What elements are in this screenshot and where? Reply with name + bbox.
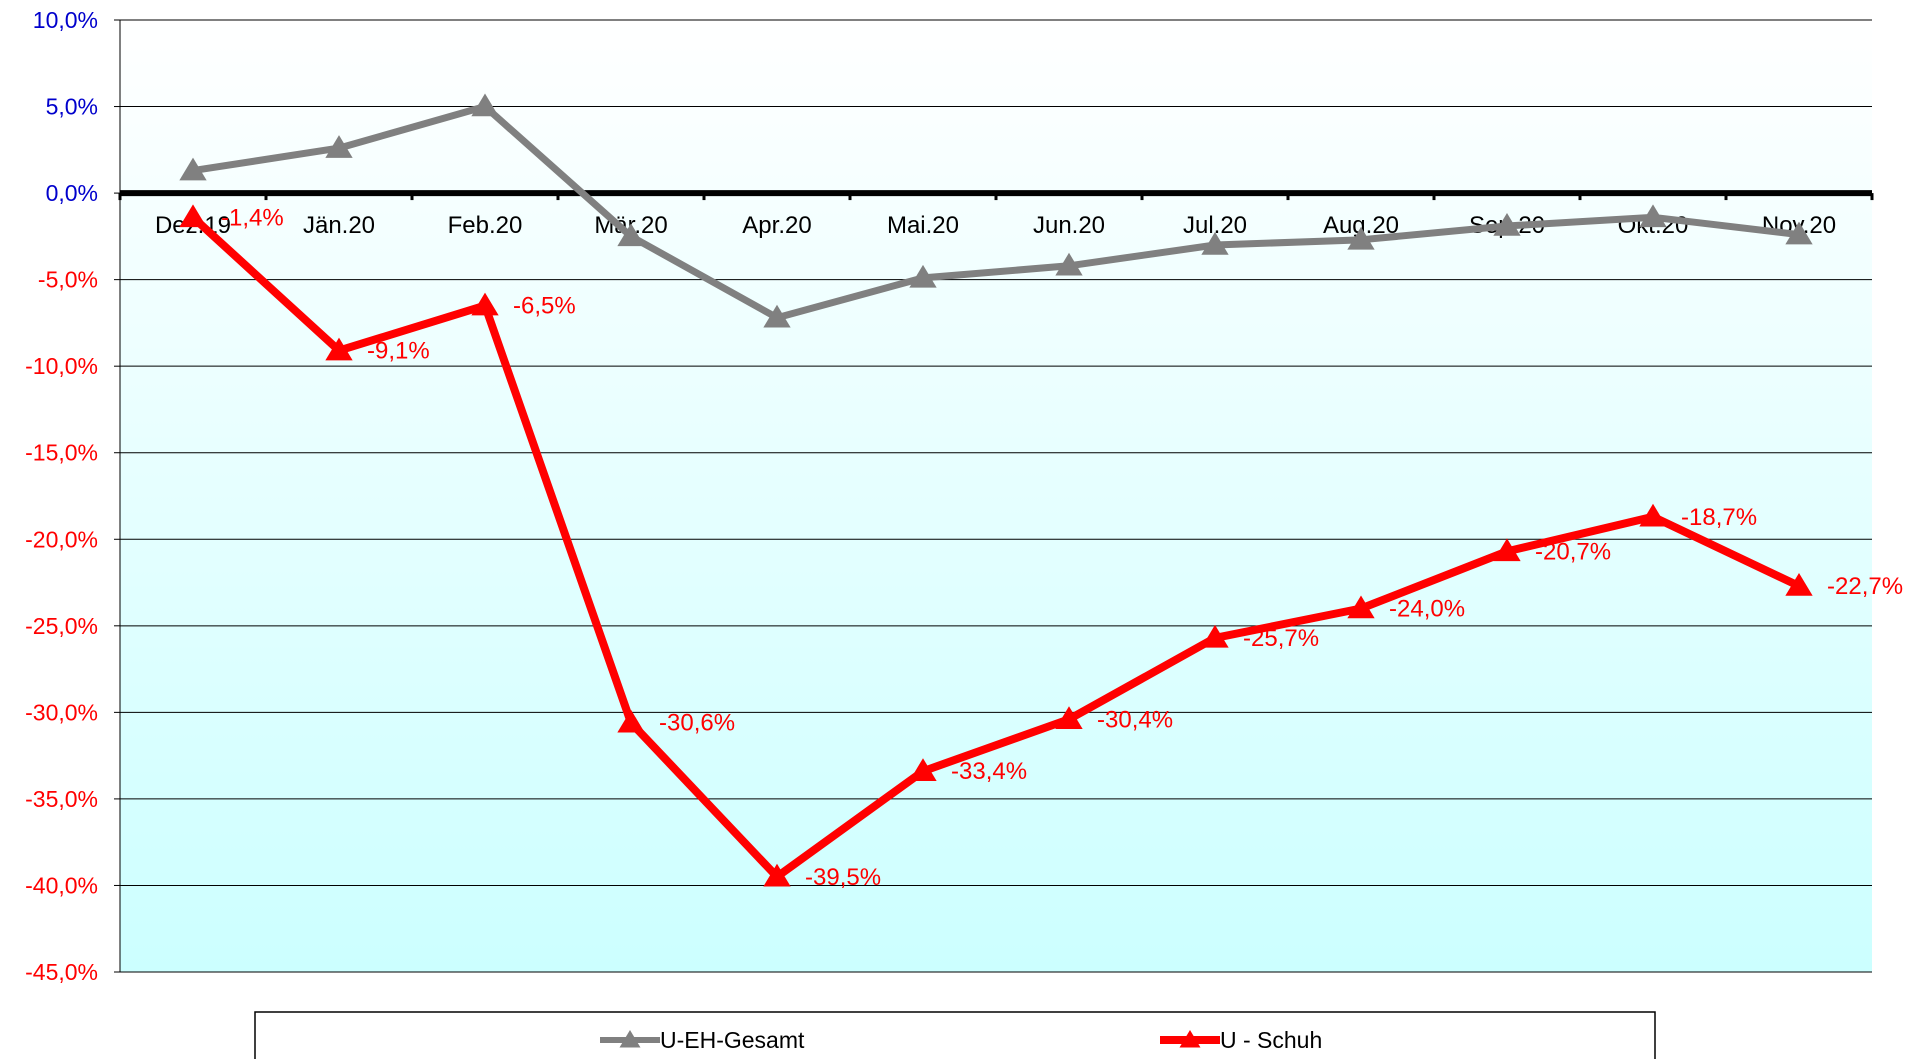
data-point-marker — [325, 337, 353, 361]
data-label: -20,7% — [1535, 538, 1611, 565]
x-axis — [118, 190, 1874, 201]
legend-label: U-EH-Gesamt — [660, 1027, 805, 1053]
x-tick-label: Feb.20 — [448, 212, 523, 239]
x-tick-label: Jun.20 — [1033, 212, 1105, 239]
legend-item-u-schuh: U - Schuh — [1160, 1027, 1322, 1053]
series-u-eh-gesamt — [179, 93, 1813, 328]
data-point-marker — [1639, 204, 1667, 228]
data-point-marker — [1201, 624, 1229, 648]
data-point-marker — [617, 709, 645, 733]
plot-area-background — [120, 20, 1872, 972]
legend-label: U - Schuh — [1220, 1027, 1322, 1053]
data-point-marker — [1055, 706, 1083, 730]
y-tick-label: -10,0% — [25, 353, 98, 379]
data-point-marker — [179, 204, 207, 228]
y-tick-label: -45,0% — [25, 959, 98, 985]
y-tick-label: 10,0% — [33, 7, 98, 33]
data-point-marker — [909, 264, 937, 288]
y-tick-label: -15,0% — [25, 440, 98, 466]
y-tick-label: -25,0% — [25, 613, 98, 639]
data-labels: -1,4% -9,1% -6,5% -30,6% -39,5% -33,4% -30,4% -… — [221, 204, 1903, 890]
data-label: -30,6% — [659, 710, 735, 737]
data-point-marker — [1639, 503, 1667, 527]
series-u-schuh — [179, 204, 1813, 887]
legend: U-EH-Gesamt U - Schuh — [254, 1011, 1656, 1059]
data-point-marker — [1347, 595, 1375, 619]
data-label: -25,7% — [1243, 625, 1319, 652]
data-label: -30,4% — [1097, 706, 1173, 733]
data-point-marker — [763, 863, 791, 887]
data-label: -18,7% — [1681, 504, 1757, 531]
data-point-marker — [179, 157, 207, 181]
y-axis: 10,0% 5,0% 0,0% -5,0% -10,0% -15,0% -20,0% -25,… — [25, 7, 121, 985]
data-point-marker — [471, 93, 499, 117]
data-point-marker — [471, 292, 499, 316]
data-label: -24,0% — [1389, 596, 1465, 623]
x-tick-label: Apr.20 — [742, 212, 811, 239]
data-point-marker — [1785, 221, 1813, 245]
legend-box — [254, 1011, 1656, 1059]
grid-lines — [120, 19, 1872, 973]
x-tick-label: Jän.20 — [303, 212, 375, 239]
data-label: -1,4% — [221, 204, 284, 231]
data-label: -39,5% — [805, 864, 881, 891]
data-label: -6,5% — [513, 293, 576, 320]
series-line — [192, 103, 1800, 322]
data-point-marker — [909, 758, 937, 781]
data-point-marker — [763, 304, 791, 328]
data-point-marker — [1785, 573, 1813, 596]
legend-marker — [1179, 1030, 1201, 1048]
y-tick-label: 5,0% — [46, 94, 98, 120]
data-point-marker — [1493, 212, 1521, 236]
y-tick-label: -40,0% — [25, 872, 98, 898]
y-tick-label: -20,0% — [25, 526, 98, 552]
data-point-marker — [617, 223, 645, 247]
series-layer — [179, 93, 1813, 887]
data-point-marker — [1055, 252, 1083, 276]
x-tick-label: Mai.20 — [887, 212, 959, 239]
data-point-marker — [1493, 538, 1521, 562]
y-tick-label: 0,0% — [46, 180, 98, 206]
y-tick-label: -5,0% — [38, 267, 98, 293]
series-line — [190, 214, 1801, 881]
data-label: -33,4% — [951, 758, 1027, 785]
y-tick-label: -35,0% — [25, 786, 98, 812]
y-tick-label: -30,0% — [25, 699, 98, 725]
data-point-marker — [1347, 226, 1375, 250]
legend-item-u-eh-gesamt: U-EH-Gesamt — [600, 1027, 805, 1053]
data-label: -9,1% — [367, 338, 430, 365]
data-point-marker — [1201, 232, 1229, 255]
legend-marker — [619, 1030, 641, 1048]
data-point-marker — [325, 135, 353, 158]
data-label: -22,7% — [1827, 573, 1903, 600]
